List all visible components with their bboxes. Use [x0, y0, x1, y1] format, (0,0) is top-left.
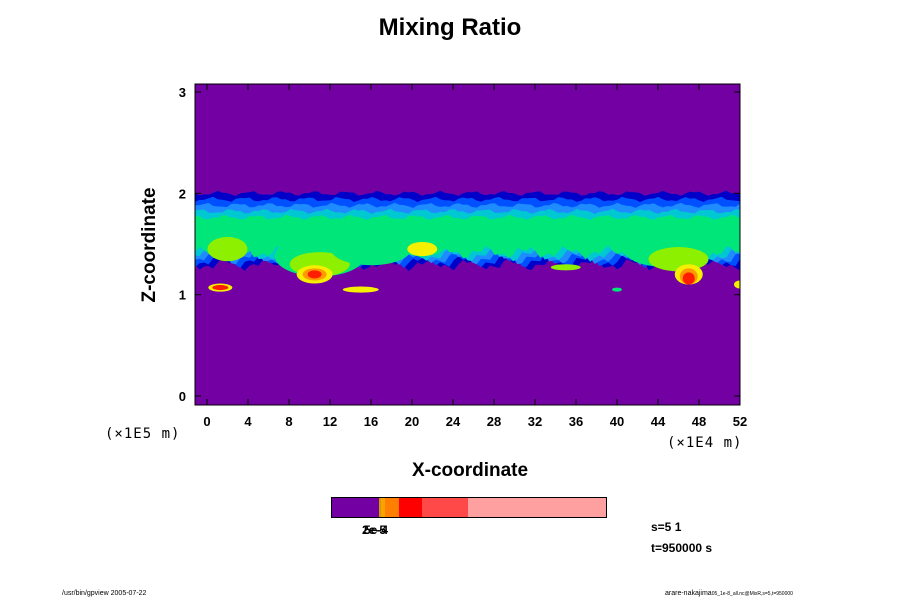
mixing-ratio-patch [682, 272, 695, 285]
x-tick-label: 48 [692, 414, 706, 429]
x-axis-unit: (×1E4 m) [667, 435, 743, 451]
y-axis-label: Z-coordinate [139, 187, 160, 303]
axis-ticks [195, 84, 741, 405]
mixing-ratio-patch [407, 241, 438, 257]
colorbar [331, 497, 607, 518]
mixing-ratio-patch [307, 270, 322, 279]
mixing-ratio-patch [342, 286, 379, 293]
x-tick-label: 28 [487, 414, 501, 429]
x-tick-label: 24 [446, 414, 461, 429]
colorbar-label-a: 2e-5 [362, 523, 387, 537]
colorbar-segment [332, 498, 379, 517]
colorbar-segment [378, 498, 382, 517]
plot-area [195, 84, 740, 405]
chart-title: Mixing Ratio [378, 14, 522, 41]
colorbar-segment [467, 498, 606, 517]
mixing-ratio-patch [212, 285, 229, 291]
mixing-ratio-patch [550, 264, 581, 271]
colorbar-segment [385, 498, 400, 517]
footer-right-small: 05_1e-8_all.nc@MixR,s=5,t=950000 [711, 591, 793, 597]
footer-left: /usr/bin/gpview 2005-07-22 [62, 590, 147, 597]
x-tick-label: 36 [569, 414, 583, 429]
mixing-ratio-patch [331, 232, 411, 266]
colorbar-segment [399, 498, 423, 517]
mixing-ratio-patch [734, 280, 740, 289]
y-tick-label: 0 [179, 389, 186, 404]
x-tick-label: 12 [323, 414, 337, 429]
colorbar-label-b: 5e-4 [364, 523, 389, 537]
x-tick-label: 20 [405, 414, 419, 429]
y-tick-label: 2 [179, 186, 186, 201]
x-tick-label: 52 [733, 414, 747, 429]
x-tick-label: 4 [244, 414, 252, 429]
y-tick-label: 1 [179, 288, 186, 303]
footer-right-main: arare-nakajima [665, 590, 712, 597]
x-tick-label: 40 [610, 414, 624, 429]
mixing-ratio-patch [612, 287, 622, 292]
y-axis-unit: (×1E5 m) [105, 426, 181, 442]
x-tick-label: 16 [364, 414, 378, 429]
x-tick-label: 8 [285, 414, 292, 429]
plot-frame [194, 83, 741, 406]
mixing-ratio-patch [207, 236, 248, 262]
annotation-t: t=950000 s [651, 541, 713, 555]
annotation-s: s=5 1 [651, 520, 682, 534]
y-tick-label: 3 [179, 85, 186, 100]
x-tick-label: 32 [528, 414, 542, 429]
x-tick-label: 0 [203, 414, 210, 429]
colorbar-segment [422, 498, 468, 517]
colorbar-segment [381, 498, 386, 517]
x-axis-label: X-coordinate [411, 460, 529, 481]
footer-right: arare-nakajima05_1e-8_all.nc@MixR,s=5,t=… [665, 590, 793, 597]
x-tick-label: 44 [651, 414, 666, 429]
